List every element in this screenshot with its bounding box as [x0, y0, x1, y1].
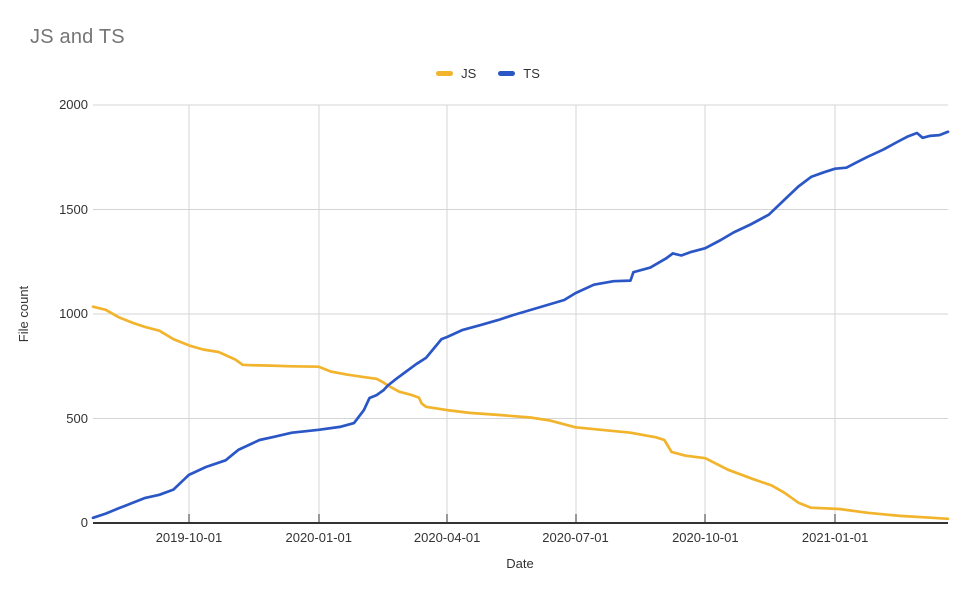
x-tick-label: 2020-01-01: [285, 530, 352, 545]
legend-label: JS: [461, 65, 477, 81]
legend-item-ts: TS: [498, 66, 540, 81]
y-tick-label: 1000: [59, 306, 88, 321]
chart-title: JS and TS: [30, 26, 125, 48]
series-line-ts: [91, 130, 950, 520]
legend-item-js: JS: [436, 66, 476, 81]
y-tick-label: 1500: [59, 201, 88, 217]
series-line-js: [91, 305, 950, 521]
x-axis-title: Date: [506, 556, 534, 571]
legend-label: TS: [523, 65, 540, 81]
x-tick-label: 2021-01-01: [801, 530, 869, 545]
legend-swatch-icon: [436, 70, 454, 76]
x-tick-label: 2019-10-01: [155, 530, 223, 545]
x-tick-label: 2020-04-01: [413, 530, 481, 545]
chart-legend: JS TS: [0, 64, 976, 82]
y-tick-label: 500: [66, 410, 88, 426]
x-tick-label: 2020-07-01: [542, 530, 609, 545]
y-tick-label: 0: [80, 515, 88, 530]
x-tick-label: 2020-10-01: [672, 530, 739, 545]
y-tick-label: 2000: [59, 97, 88, 112]
legend-swatch-icon: [498, 70, 516, 76]
